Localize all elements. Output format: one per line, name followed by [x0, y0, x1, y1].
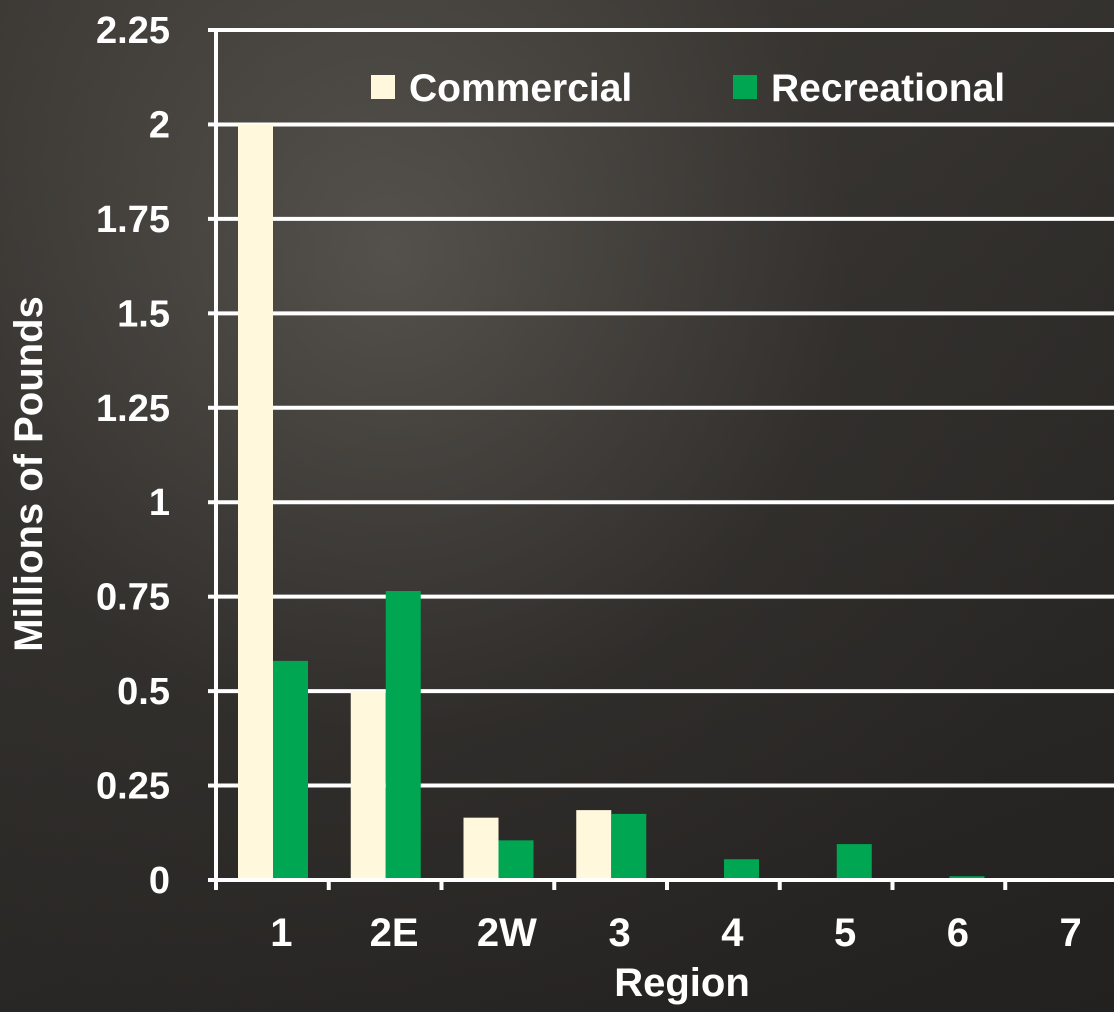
x-tick-label: 6 [947, 911, 969, 955]
bar-commercial-3 [576, 810, 612, 880]
gridlines [216, 28, 1114, 788]
x-tick-label: 1 [270, 911, 292, 955]
bars [238, 124, 985, 880]
bar-recreational-4 [724, 859, 759, 880]
y-tick-labels: 0 0.25 0.5 0.75 1 1.25 1.5 1.75 2 2.25 [96, 10, 170, 902]
x-tick-label: 2E [370, 911, 419, 955]
bar-commercial-2e [350, 691, 386, 880]
bar-recreational-3 [611, 813, 647, 880]
y-tick-label: 0 [149, 860, 170, 902]
x-tick-labels: 1 2E 2W 3 4 5 6 7 [270, 911, 1082, 955]
x-tick-label: 7 [1060, 911, 1082, 955]
bar-recreational-1 [273, 660, 308, 880]
legend-swatch-commercial [371, 75, 395, 99]
bar-commercial-2w [463, 817, 499, 880]
y-tick-label: 2 [149, 104, 170, 146]
y-tick-label: 1.75 [96, 199, 170, 241]
legend-swatch-recreational [733, 75, 757, 99]
legend: Commercial Recreational [371, 67, 1005, 110]
x-axis-title: Region [614, 961, 750, 1005]
bar-recreational-2w [498, 840, 534, 880]
x-tick-label: 4 [721, 911, 744, 955]
x-tick-label: 2W [477, 911, 537, 955]
axes [208, 28, 1114, 890]
y-tick-label: 0.75 [96, 577, 170, 619]
y-tick-label: 1.5 [117, 293, 170, 335]
bar-recreational-5 [836, 844, 872, 880]
bar-commercial-1 [238, 124, 273, 880]
y-tick-label: 1.25 [96, 388, 170, 430]
y-tick-label: 0.5 [117, 671, 170, 713]
y-tick-label: 1 [149, 482, 170, 524]
x-tick-label: 3 [609, 911, 631, 955]
y-tick-label: 2.25 [96, 10, 170, 52]
y-tick-label: 0.25 [96, 766, 170, 808]
y-axis-title: Millions of Pounds [7, 296, 51, 652]
legend-label-commercial: Commercial [409, 67, 632, 110]
legend-label-recreational: Recreational [771, 67, 1005, 110]
bar-recreational-2e [385, 591, 421, 880]
x-tick-label: 5 [834, 911, 856, 955]
